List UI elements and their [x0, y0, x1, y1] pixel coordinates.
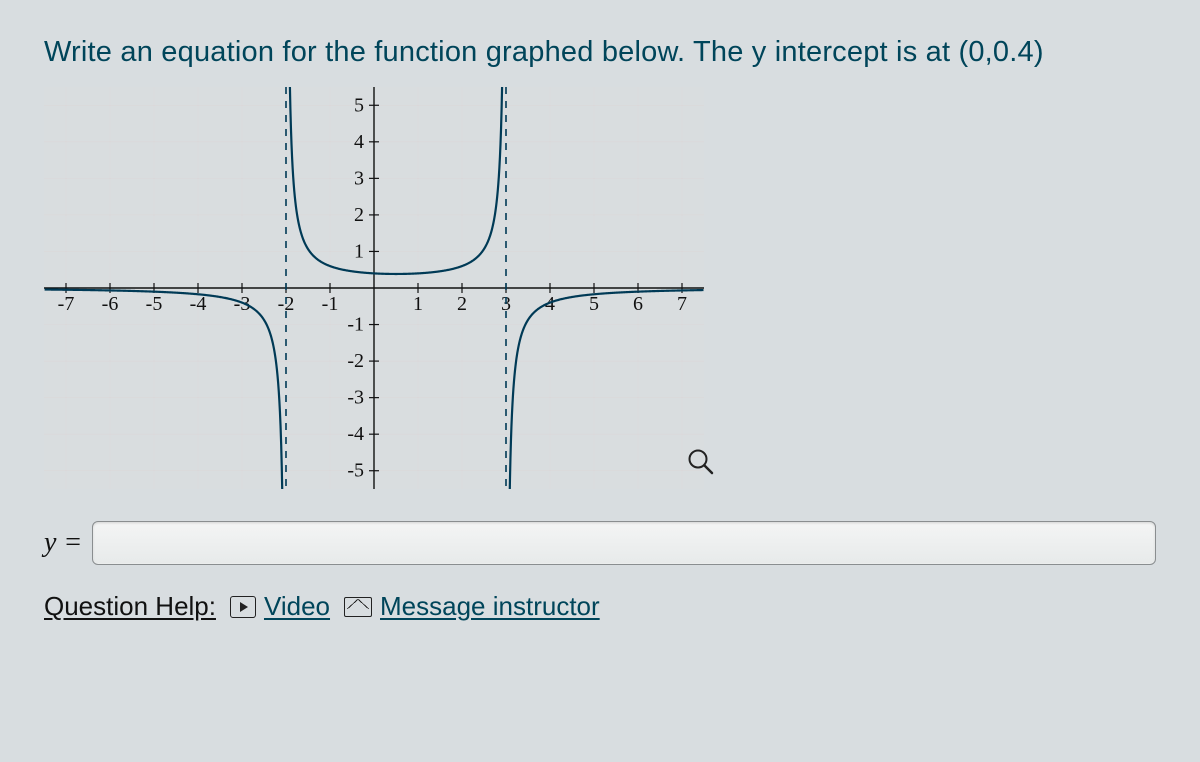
video-help-link[interactable]: Video [230, 591, 330, 622]
svg-text:-3: -3 [347, 387, 364, 409]
svg-text:5: 5 [354, 94, 364, 116]
message-instructor-text: Message instructor [380, 591, 600, 622]
svg-text:-5: -5 [347, 460, 364, 482]
svg-text:-6: -6 [102, 293, 119, 315]
question-help-label: Question Help: [44, 591, 216, 622]
svg-text:-5: -5 [146, 293, 163, 315]
graph-area: -7-6-5-4-3-2-11234567-5-4-3-2-112345 [44, 87, 704, 489]
svg-text:-1: -1 [322, 293, 339, 315]
video-help-text: Video [264, 591, 330, 622]
svg-text:-1: -1 [347, 314, 364, 336]
svg-text:5: 5 [589, 293, 599, 315]
question-text: Write an equation for the function graph… [44, 36, 1156, 69]
function-graph: -7-6-5-4-3-2-11234567-5-4-3-2-112345 [44, 87, 704, 489]
svg-text:4: 4 [354, 131, 364, 153]
answer-input[interactable] [92, 521, 1156, 565]
svg-text:-4: -4 [190, 293, 207, 315]
svg-text:1: 1 [354, 240, 364, 262]
answer-row: y = [44, 521, 1156, 565]
answer-label: y = [44, 527, 82, 559]
svg-text:-7: -7 [58, 293, 75, 315]
question-panel: Write an equation for the function graph… [0, 0, 1200, 622]
svg-text:6: 6 [633, 293, 643, 315]
svg-text:2: 2 [354, 204, 364, 226]
svg-text:7: 7 [677, 293, 687, 315]
svg-text:-2: -2 [347, 350, 364, 372]
video-icon [230, 596, 256, 618]
svg-text:3: 3 [354, 167, 364, 189]
svg-text:-4: -4 [347, 423, 364, 445]
message-instructor-link[interactable]: Message instructor [344, 591, 600, 622]
zoom-icon[interactable] [684, 445, 718, 479]
svg-text:1: 1 [413, 293, 423, 315]
svg-text:2: 2 [457, 293, 467, 315]
mail-icon [344, 597, 372, 617]
question-help-row: Question Help: Video Message instructor [44, 591, 1156, 622]
